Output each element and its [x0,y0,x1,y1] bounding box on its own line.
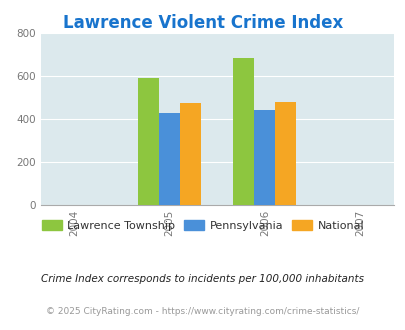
Bar [233,58,254,205]
Text: © 2025 CityRating.com - https://www.cityrating.com/crime-statistics/: © 2025 CityRating.com - https://www.city… [46,307,359,316]
Bar [138,78,159,205]
Text: Crime Index corresponds to incidents per 100,000 inhabitants: Crime Index corresponds to incidents per… [41,274,364,284]
Bar [159,113,179,205]
Bar [254,110,275,205]
Text: Lawrence Violent Crime Index: Lawrence Violent Crime Index [63,14,342,32]
Bar [275,102,296,205]
Bar [179,103,200,205]
Legend: Lawrence Township, Pennsylvania, National: Lawrence Township, Pennsylvania, Nationa… [37,216,368,235]
